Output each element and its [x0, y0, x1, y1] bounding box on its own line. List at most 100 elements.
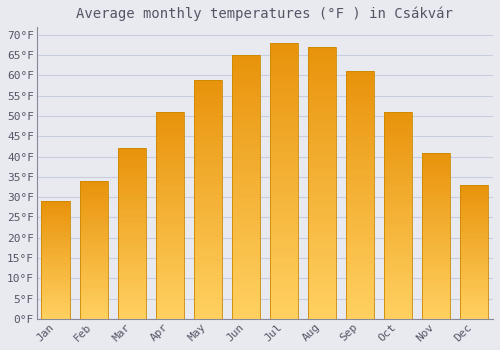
Bar — [270, 297, 298, 302]
Bar — [270, 104, 298, 109]
Bar — [346, 289, 374, 294]
Bar — [270, 126, 298, 131]
Bar — [270, 153, 298, 159]
Bar — [270, 258, 298, 264]
Bar — [194, 223, 222, 228]
Bar — [384, 128, 412, 133]
Bar — [42, 234, 70, 237]
Bar — [118, 281, 146, 285]
Bar — [308, 69, 336, 74]
Bar — [156, 145, 184, 149]
Bar — [422, 266, 450, 269]
Bar — [460, 185, 488, 319]
Bar — [118, 166, 146, 169]
Bar — [42, 230, 70, 232]
Bar — [422, 186, 450, 189]
Bar — [270, 120, 298, 126]
Bar — [232, 182, 260, 187]
Bar — [346, 294, 374, 299]
Bar — [80, 211, 108, 214]
Bar — [194, 271, 222, 276]
Bar — [42, 213, 70, 215]
Bar — [80, 214, 108, 217]
Bar — [384, 298, 412, 302]
Bar — [194, 314, 222, 319]
Bar — [308, 63, 336, 69]
Bar — [232, 282, 260, 287]
Bar — [346, 116, 374, 121]
Bar — [308, 199, 336, 205]
Bar — [270, 76, 298, 82]
Bar — [42, 246, 70, 248]
Bar — [384, 257, 412, 261]
Bar — [384, 244, 412, 248]
Bar — [346, 161, 374, 166]
Bar — [346, 106, 374, 111]
Bar — [308, 140, 336, 145]
Bar — [42, 253, 70, 255]
Bar — [232, 171, 260, 176]
Bar — [232, 261, 260, 266]
Bar — [194, 180, 222, 185]
Bar — [42, 312, 70, 314]
Bar — [346, 304, 374, 309]
Bar — [80, 200, 108, 203]
Bar — [80, 247, 108, 250]
Bar — [118, 288, 146, 292]
Bar — [460, 247, 488, 249]
Bar — [346, 91, 374, 96]
Bar — [194, 151, 222, 156]
Bar — [118, 152, 146, 155]
Bar — [42, 307, 70, 309]
Bar — [80, 310, 108, 313]
Bar — [422, 182, 450, 186]
Bar — [42, 227, 70, 230]
Bar — [42, 281, 70, 284]
Bar — [308, 183, 336, 188]
Bar — [384, 310, 412, 315]
Bar — [194, 209, 222, 214]
Bar — [194, 218, 222, 223]
Title: Average monthly temperatures (°F ) in Csákvár: Average monthly temperatures (°F ) in Cs… — [76, 7, 454, 21]
Bar — [194, 161, 222, 166]
Bar — [42, 286, 70, 288]
Bar — [42, 293, 70, 295]
Bar — [422, 169, 450, 173]
Bar — [194, 309, 222, 314]
Bar — [346, 250, 374, 254]
Bar — [422, 289, 450, 292]
Bar — [80, 266, 108, 269]
Bar — [118, 230, 146, 234]
Bar — [194, 118, 222, 122]
Bar — [270, 60, 298, 65]
Bar — [194, 104, 222, 108]
Bar — [384, 195, 412, 199]
Bar — [80, 228, 108, 231]
Bar — [270, 131, 298, 137]
Bar — [270, 54, 298, 60]
Bar — [384, 158, 412, 162]
Bar — [232, 92, 260, 97]
Bar — [80, 197, 108, 200]
Bar — [42, 241, 70, 244]
Bar — [156, 211, 184, 216]
Bar — [270, 115, 298, 120]
Bar — [422, 156, 450, 159]
Bar — [270, 192, 298, 197]
Bar — [384, 236, 412, 240]
Bar — [422, 153, 450, 319]
Bar — [42, 288, 70, 290]
Bar — [42, 244, 70, 246]
Bar — [80, 236, 108, 239]
Bar — [460, 273, 488, 276]
Bar — [384, 187, 412, 191]
Bar — [194, 127, 222, 132]
Bar — [270, 170, 298, 175]
Bar — [42, 265, 70, 267]
Bar — [80, 239, 108, 241]
Bar — [156, 244, 184, 248]
Bar — [118, 176, 146, 179]
Bar — [460, 215, 488, 217]
Bar — [460, 276, 488, 279]
Bar — [308, 47, 336, 319]
